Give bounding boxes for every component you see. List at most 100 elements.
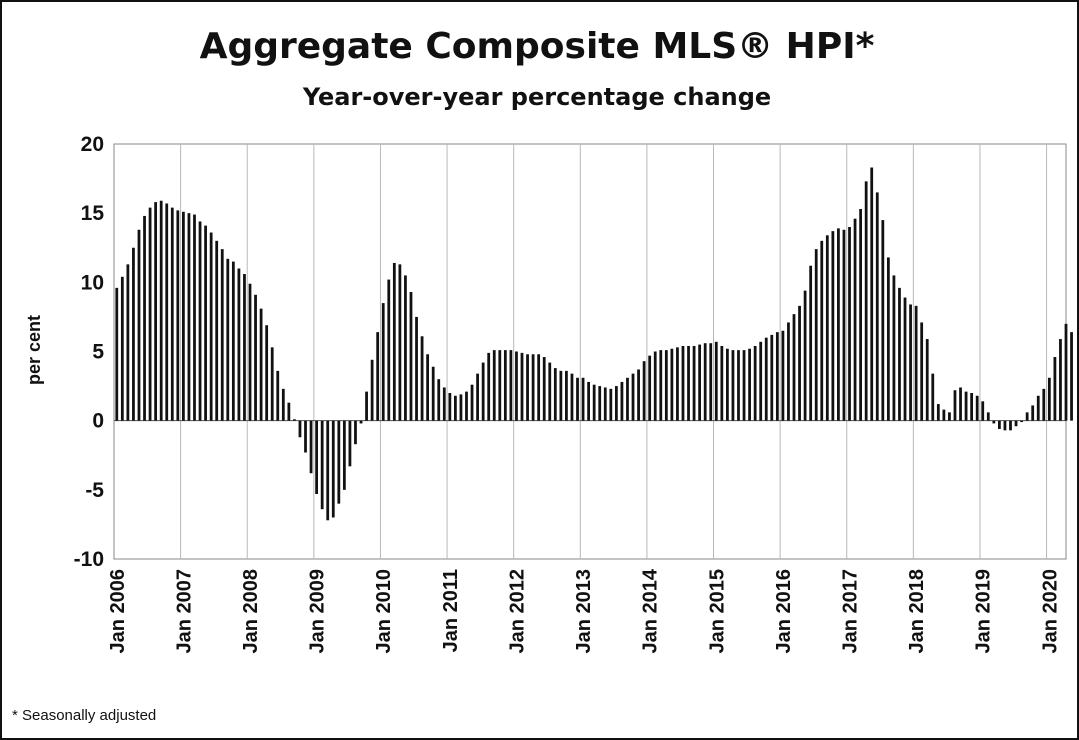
- bar: [970, 393, 974, 421]
- bar: [409, 292, 413, 421]
- y-tick-label: 5: [92, 341, 104, 364]
- bar: [365, 391, 368, 421]
- x-tick-label: Jan 2014: [640, 568, 662, 653]
- bar: [720, 345, 724, 421]
- bar: [681, 345, 685, 421]
- x-tick-label: Jan 2020: [1039, 569, 1061, 654]
- bar: [1036, 395, 1040, 421]
- bar: [803, 290, 807, 421]
- bar: [531, 354, 535, 421]
- bar: [565, 370, 568, 421]
- bar: [1047, 377, 1051, 421]
- bar: [903, 297, 907, 421]
- bar: [132, 247, 135, 421]
- bar: [459, 394, 463, 421]
- bar: [348, 420, 352, 467]
- bar: [548, 362, 552, 421]
- bar: [159, 200, 163, 421]
- bar: [320, 420, 324, 510]
- bar: [398, 264, 402, 421]
- bar: [864, 181, 868, 421]
- bar: [770, 334, 774, 421]
- bar: [442, 387, 446, 421]
- bar: [1059, 339, 1062, 421]
- bar: [825, 235, 829, 421]
- bar: [198, 221, 202, 421]
- bar: [1014, 420, 1018, 427]
- bar: [742, 350, 746, 421]
- bar: [254, 294, 257, 421]
- bar: [759, 341, 763, 421]
- bar: [176, 210, 180, 421]
- bar: [381, 303, 385, 421]
- bar: [986, 412, 990, 421]
- bar: [809, 265, 813, 421]
- bar: [920, 322, 924, 421]
- bar: [515, 351, 518, 421]
- bar: [942, 409, 946, 421]
- x-tick-label: Jan 2017: [840, 569, 862, 654]
- bar: [209, 232, 213, 421]
- bar: [1009, 420, 1012, 431]
- bar: [698, 344, 702, 421]
- bar: [898, 287, 901, 421]
- bar: [226, 258, 230, 421]
- bar: [570, 373, 574, 421]
- bar: [120, 276, 124, 421]
- bar: [648, 355, 652, 421]
- chart-subtitle: Year-over-year percentage change: [302, 83, 771, 111]
- bar: [492, 350, 496, 421]
- bar: [726, 348, 729, 421]
- x-tick-label: Jan 2010: [373, 569, 395, 654]
- bar: [559, 370, 563, 421]
- bar: [703, 343, 707, 421]
- y-tick-label: 10: [81, 271, 104, 294]
- bar: [936, 404, 940, 421]
- bar: [481, 362, 485, 421]
- bar: [870, 167, 874, 421]
- bar: [170, 207, 174, 421]
- bar: [659, 350, 663, 421]
- bar: [454, 395, 457, 421]
- bar: [1070, 332, 1073, 421]
- bar: [1042, 388, 1046, 421]
- bar: [875, 192, 879, 421]
- x-tick-label: Jan 2012: [506, 569, 528, 654]
- x-tick-label: Jan 2019: [973, 569, 995, 654]
- bar: [431, 366, 435, 421]
- x-tick-label: Jan 2008: [240, 569, 262, 654]
- bar: [115, 287, 119, 421]
- bar: [614, 386, 618, 421]
- bar: [287, 402, 291, 421]
- bar: [831, 231, 835, 421]
- bar: [404, 275, 407, 421]
- bar: [781, 330, 785, 421]
- bar: [448, 393, 452, 421]
- bar: [315, 420, 318, 494]
- bar: [748, 348, 751, 421]
- bar: [948, 412, 951, 421]
- chart-title: Aggregate Composite MLS® HPI*: [200, 26, 875, 67]
- bar: [814, 249, 818, 421]
- bar: [143, 215, 146, 421]
- bar: [503, 350, 507, 421]
- bar: [281, 388, 285, 421]
- bar: [837, 228, 840, 421]
- bar: [553, 368, 557, 421]
- bar: [520, 352, 524, 421]
- bar: [892, 275, 896, 421]
- bar: [981, 401, 985, 421]
- x-tick-label: Jan 2016: [773, 569, 795, 654]
- bar: [798, 305, 801, 421]
- bar: [470, 384, 474, 421]
- bar: [753, 345, 757, 421]
- bar: [204, 225, 207, 421]
- bar: [298, 420, 302, 438]
- bar: [1003, 420, 1007, 431]
- bar: [670, 348, 674, 421]
- bar: [787, 322, 790, 421]
- bar: [1053, 357, 1057, 421]
- bar: [437, 379, 441, 421]
- bar: [248, 283, 252, 421]
